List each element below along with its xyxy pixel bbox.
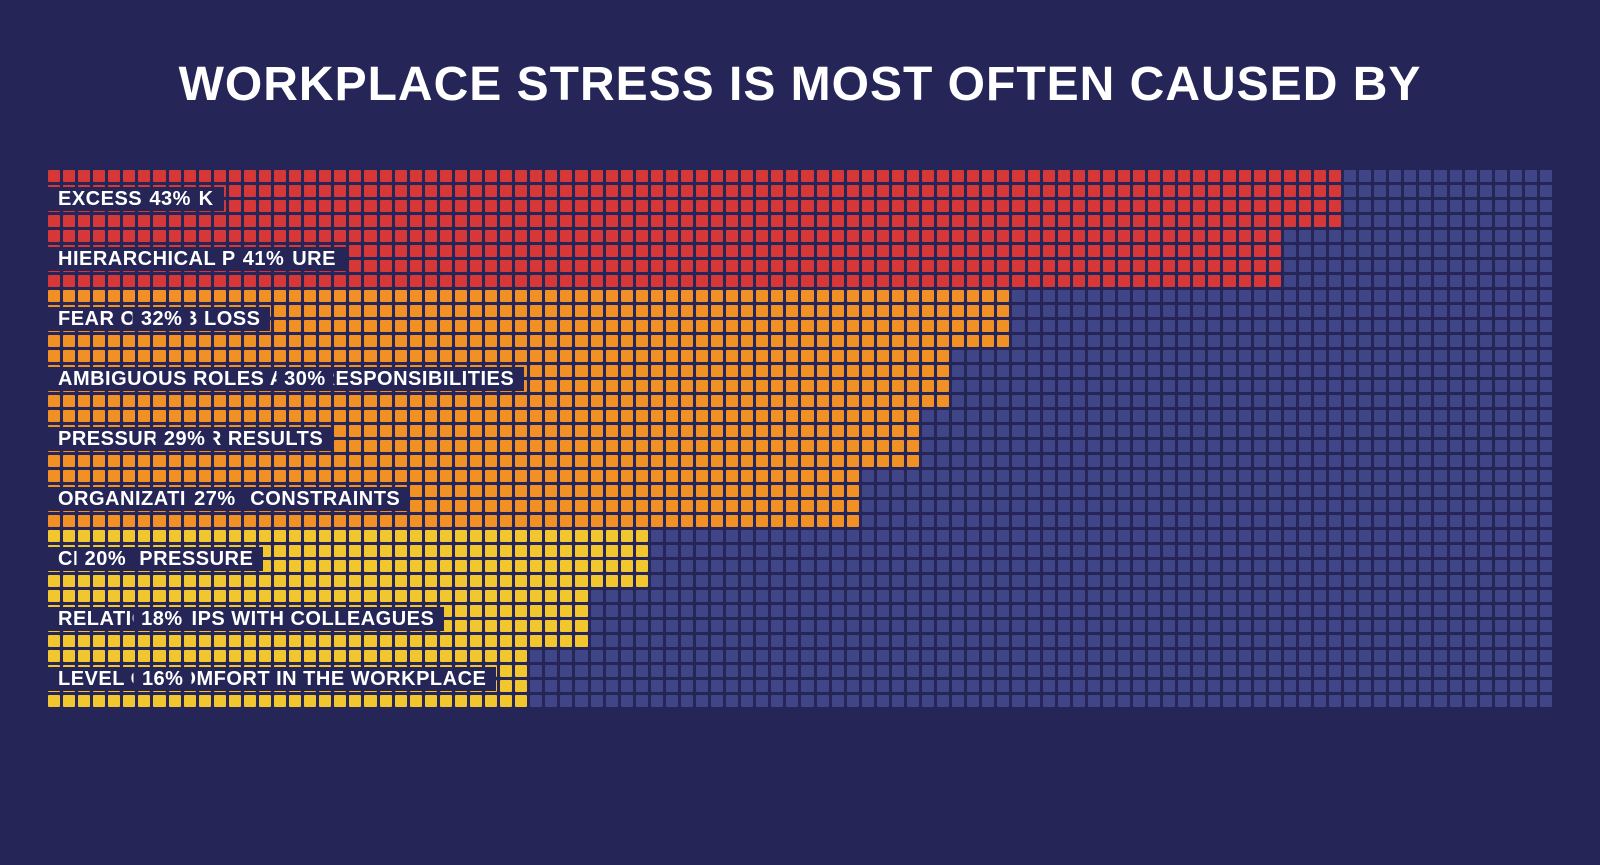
bar-row: RELATIONSHIPS WITH COLLEAGUES18% [48,590,1552,647]
bar-label: HIERARCHICAL PRESSURE [48,247,346,271]
bar-value: 16% [134,667,192,691]
bar-value: 30% [276,367,334,391]
bar-row: PRESSURE FOR RESULTS29% [48,410,1552,467]
bar-row: CLIENT PRESSURE20% [48,530,1552,587]
bar-label: LEVEL OF COMFORT IN THE WORKPLACE [48,667,496,691]
bar-row: AMBIGUOUS ROLES AND RESPONSIBILITIES30% [48,350,1552,407]
bar-value: 29% [156,427,214,451]
bar-row: LEVEL OF COMFORT IN THE WORKPLACE16% [48,650,1552,707]
bar-value: 18% [133,607,191,631]
bar-value: 27% [186,487,244,511]
bar-value: 41% [235,247,293,271]
bar-cells [48,170,1552,227]
bar-cells [48,290,1552,347]
bar-label: RELATIONSHIPS WITH COLLEAGUES [48,607,444,631]
chart-title: WORKPLACE STRESS IS MOST OFTEN CAUSED BY [48,60,1552,110]
chart-container: WORKPLACE STRESS IS MOST OFTEN CAUSED BY… [0,0,1600,865]
bar-value: 43% [141,187,199,211]
bar-row: FEAR OF JOB LOSS32% [48,290,1552,347]
bar-chart: EXCESS WORK43%HIERARCHICAL PRESSURE41%FE… [48,170,1552,707]
bar-value: 32% [133,307,191,331]
bar-row: ORGANIZATIONAL CONSTRAINTS27% [48,470,1552,527]
bar-row: EXCESS WORK43% [48,170,1552,227]
bar-value: 20% [77,547,135,571]
bar-cells [48,530,1552,587]
bar-row: HIERARCHICAL PRESSURE41% [48,230,1552,287]
